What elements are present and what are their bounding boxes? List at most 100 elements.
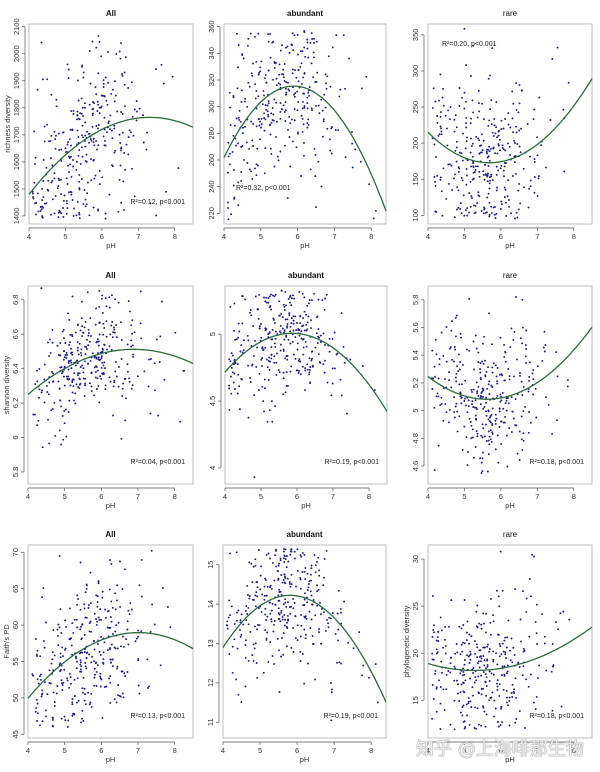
data-point bbox=[518, 83, 521, 86]
x-tick-label: 7 bbox=[535, 746, 539, 755]
data-point bbox=[101, 311, 104, 314]
data-point bbox=[72, 385, 75, 388]
data-point bbox=[463, 27, 466, 30]
data-point bbox=[501, 391, 504, 394]
data-point bbox=[229, 305, 232, 308]
data-point bbox=[324, 344, 326, 346]
data-point bbox=[480, 660, 482, 663]
data-point bbox=[67, 719, 70, 722]
data-point bbox=[77, 99, 80, 102]
data-point bbox=[102, 135, 105, 138]
data-point bbox=[434, 338, 437, 341]
data-point bbox=[100, 355, 103, 358]
data-point bbox=[440, 629, 443, 632]
data-point bbox=[74, 392, 77, 395]
data-point bbox=[475, 347, 478, 350]
data-point bbox=[534, 387, 537, 390]
data-point bbox=[85, 153, 88, 156]
data-point bbox=[462, 667, 464, 670]
data-point bbox=[171, 75, 174, 78]
data-point bbox=[268, 331, 271, 334]
data-point bbox=[330, 127, 333, 130]
data-point bbox=[475, 610, 478, 613]
data-point bbox=[41, 215, 44, 218]
data-point bbox=[115, 599, 118, 602]
data-point bbox=[96, 620, 99, 623]
data-point bbox=[486, 387, 489, 390]
data-point bbox=[447, 421, 450, 424]
data-point bbox=[497, 595, 500, 598]
data-point bbox=[472, 694, 474, 697]
data-point bbox=[135, 110, 138, 113]
x-tick-label: 5 bbox=[259, 232, 263, 241]
data-point bbox=[97, 344, 100, 347]
data-point bbox=[447, 182, 450, 185]
data-point bbox=[53, 401, 56, 404]
data-point bbox=[114, 94, 117, 97]
data-point bbox=[330, 691, 333, 694]
data-point bbox=[505, 409, 508, 412]
data-point bbox=[514, 721, 517, 724]
data-point bbox=[98, 321, 101, 324]
data-point bbox=[521, 326, 524, 329]
data-point bbox=[340, 312, 343, 315]
data-point bbox=[81, 687, 84, 690]
data-point bbox=[277, 159, 280, 162]
data-point bbox=[464, 397, 466, 400]
data-point bbox=[449, 106, 452, 109]
data-point bbox=[351, 166, 354, 169]
data-point bbox=[95, 670, 98, 673]
data-point bbox=[105, 99, 108, 102]
data-point bbox=[85, 583, 88, 586]
data-point bbox=[372, 217, 375, 220]
data-point bbox=[453, 346, 456, 348]
data-point bbox=[288, 582, 291, 585]
data-point bbox=[42, 640, 45, 642]
data-point bbox=[60, 212, 63, 215]
data-point bbox=[48, 140, 50, 143]
data-point bbox=[279, 117, 282, 120]
data-point bbox=[486, 152, 488, 155]
data-point bbox=[98, 333, 101, 336]
data-point bbox=[115, 53, 118, 55]
data-point bbox=[456, 430, 459, 433]
data-point bbox=[104, 388, 107, 391]
data-point bbox=[311, 635, 314, 638]
data-point bbox=[255, 581, 258, 584]
data-point bbox=[255, 125, 258, 128]
data-points bbox=[431, 550, 571, 731]
data-point bbox=[498, 605, 501, 608]
data-point bbox=[231, 671, 234, 674]
data-point bbox=[267, 297, 270, 299]
data-point bbox=[281, 44, 283, 47]
stats-annotation: R²=0.18, p<0.001 bbox=[530, 459, 585, 466]
data-point bbox=[259, 138, 262, 141]
data-point bbox=[236, 619, 238, 622]
data-point bbox=[474, 169, 477, 171]
data-point bbox=[475, 407, 478, 409]
data-point bbox=[442, 354, 445, 357]
data-point bbox=[545, 669, 548, 672]
data-point bbox=[487, 418, 490, 421]
data-point bbox=[288, 52, 291, 54]
data-point bbox=[300, 337, 303, 340]
data-point bbox=[96, 110, 99, 113]
data-point bbox=[86, 651, 89, 654]
data-point bbox=[473, 640, 476, 643]
data-point bbox=[79, 628, 82, 631]
data-point bbox=[88, 653, 91, 656]
data-point bbox=[440, 331, 443, 334]
data-point bbox=[554, 621, 557, 624]
data-point bbox=[252, 565, 255, 568]
data-point bbox=[478, 195, 481, 198]
data-point bbox=[368, 676, 370, 679]
data-point bbox=[472, 388, 475, 391]
data-point bbox=[532, 368, 535, 371]
x-axis-label: pH bbox=[300, 241, 310, 250]
data-point bbox=[483, 406, 486, 408]
data-point bbox=[533, 158, 536, 161]
data-point bbox=[288, 115, 291, 118]
data-point bbox=[480, 133, 483, 136]
data-point bbox=[133, 195, 136, 198]
data-point bbox=[249, 630, 252, 633]
